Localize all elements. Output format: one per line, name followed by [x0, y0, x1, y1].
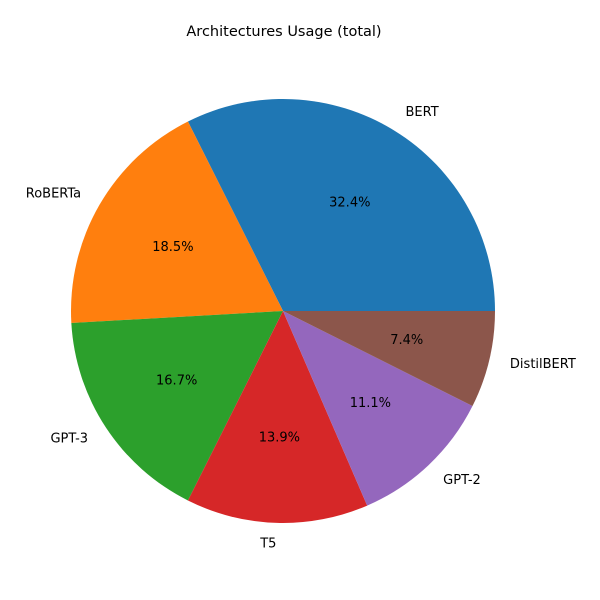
pie-slice-gpt-3: [71, 311, 284, 501]
pie-pct-label: 7.4%: [390, 333, 423, 348]
pie-pct-label: 16.7%: [156, 373, 197, 388]
pie-slice-distilbert: [283, 311, 495, 407]
pie-pct-label: 32.4%: [329, 195, 370, 210]
pie-slice-gpt-2: [283, 311, 473, 506]
pie-slice-bert: [187, 99, 496, 311]
pie-category-label: RoBERTa: [26, 187, 81, 202]
chart-title: Architectures Usage (total): [186, 24, 381, 40]
pie-category-label: T5: [259, 537, 276, 552]
pie-pct-label: 11.1%: [350, 396, 391, 411]
pie-pct-label: 13.9%: [259, 431, 300, 446]
pie-slice-roberta: [71, 121, 283, 323]
pie-slices: [71, 99, 496, 524]
pie-pct-label: 18.5%: [152, 240, 193, 255]
pie-category-label: BERT: [405, 105, 438, 120]
pie-slice-t5: [187, 311, 368, 524]
pie-category-label: DistilBERT: [510, 357, 576, 372]
pie-labels: 32.4% BERT 18.5% RoBERTa 16.7% GPT-3 13.9% T5 11…: [26, 105, 576, 552]
pie-category-label: GPT-3: [50, 432, 88, 447]
pie-category-label: GPT-2: [443, 473, 481, 488]
